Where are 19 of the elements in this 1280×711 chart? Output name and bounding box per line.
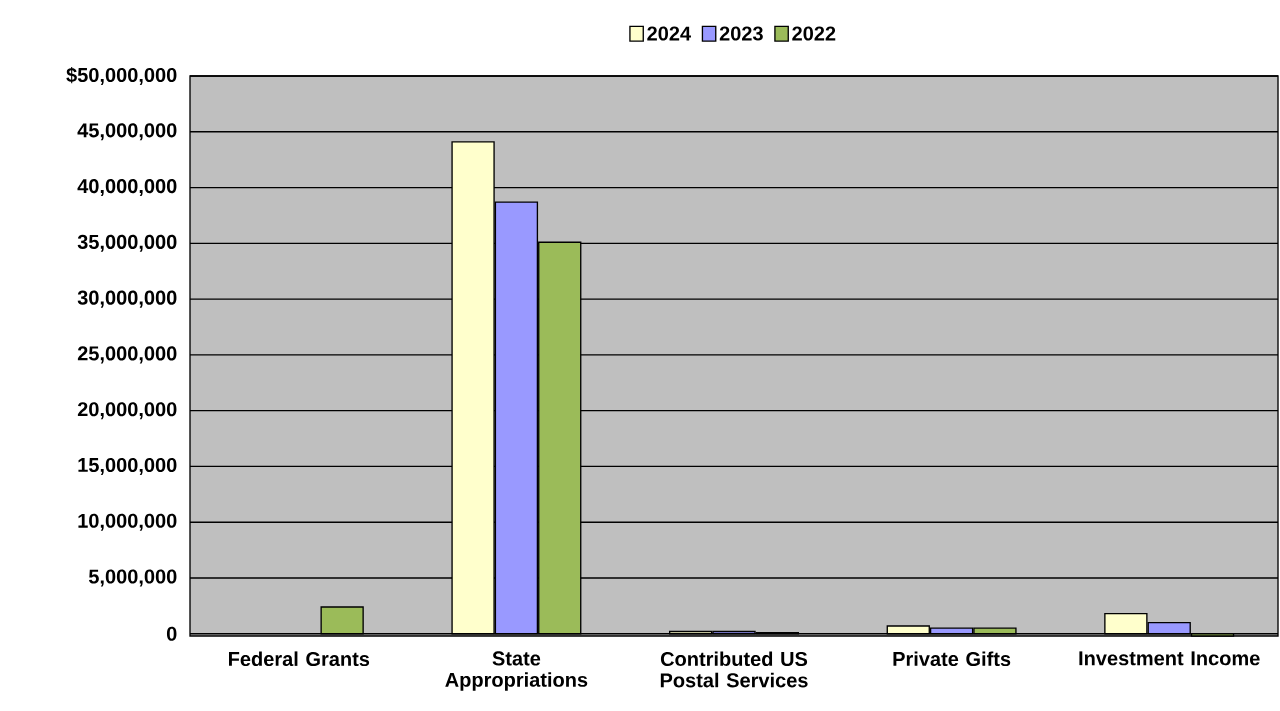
y-tick-label: 45,000,000 bbox=[77, 123, 177, 141]
y-tick-label: 10,000,000 bbox=[78, 513, 177, 531]
y-tick-label: 40,000,000 bbox=[77, 179, 177, 197]
legend-label: 2023 bbox=[719, 26, 763, 41]
y-tick-label: 30,000,000 bbox=[77, 290, 177, 308]
y-tick-label: 15,000,000 bbox=[78, 457, 177, 475]
legend-label: 2022 bbox=[792, 26, 836, 41]
x-tick-label: Investment Income bbox=[1079, 651, 1260, 666]
y-tick-label: 35,000,000 bbox=[77, 234, 177, 252]
x-tick-label: Federal Grants bbox=[229, 651, 370, 667]
y-tick-label: 5,000,000 bbox=[88, 569, 177, 587]
y-tick-label: 20,000,000 bbox=[77, 402, 177, 420]
x-tick-label: State Appropriations bbox=[445, 651, 588, 691]
x-tick-label: Contributed US Postal Services bbox=[660, 651, 808, 688]
y-tick-label: $50,000,000 bbox=[66, 67, 177, 85]
legend-label: 2024 bbox=[647, 26, 691, 41]
x-tick-label: Private Gifts bbox=[893, 651, 1011, 667]
y-tick-label: 25,000,000 bbox=[77, 346, 177, 364]
y-tick-label: 0 bbox=[166, 626, 177, 641]
